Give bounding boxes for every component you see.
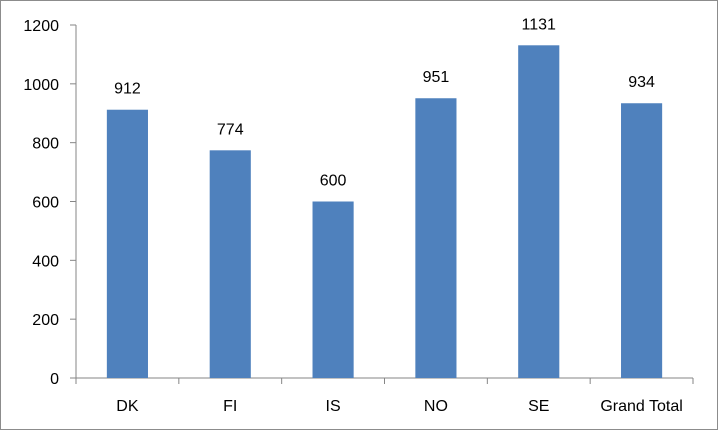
x-tick-label: IS: [326, 398, 341, 415]
bar-grand-total: [621, 103, 663, 378]
x-tick-label: FI: [223, 398, 237, 415]
y-tick-label: 200: [32, 312, 59, 329]
y-axis: 0 200 400 600 800 1000 1200: [23, 18, 77, 388]
bar-fi: [209, 150, 251, 378]
x-tick-label: SE: [528, 398, 549, 415]
x-axis: DK FI IS NO SE Grand Total: [75, 377, 694, 415]
x-tick-label: Grand Total: [600, 398, 682, 415]
data-label: 951: [423, 69, 450, 86]
y-tick-label: 800: [32, 136, 59, 153]
data-label: 1131: [522, 16, 557, 33]
data-label: 912: [114, 81, 141, 98]
bar-no: [415, 98, 457, 378]
bar-is: [312, 201, 354, 378]
data-label: 934: [628, 74, 655, 91]
x-tick-label: DK: [116, 398, 139, 415]
y-tick-label: 0: [50, 371, 59, 388]
data-label: 774: [217, 121, 244, 138]
bar-dk: [106, 109, 148, 378]
y-tick-label: 400: [32, 253, 59, 270]
data-labels: 912 774 600 951 1131 934: [114, 16, 655, 189]
y-tick-label: 1200: [23, 18, 59, 35]
y-tick-label: 1000: [23, 77, 59, 94]
bars: [106, 45, 663, 379]
y-tick-label: 600: [32, 195, 59, 212]
bar-se: [518, 45, 560, 379]
data-label: 600: [320, 173, 347, 190]
x-tick-label: NO: [424, 398, 448, 415]
